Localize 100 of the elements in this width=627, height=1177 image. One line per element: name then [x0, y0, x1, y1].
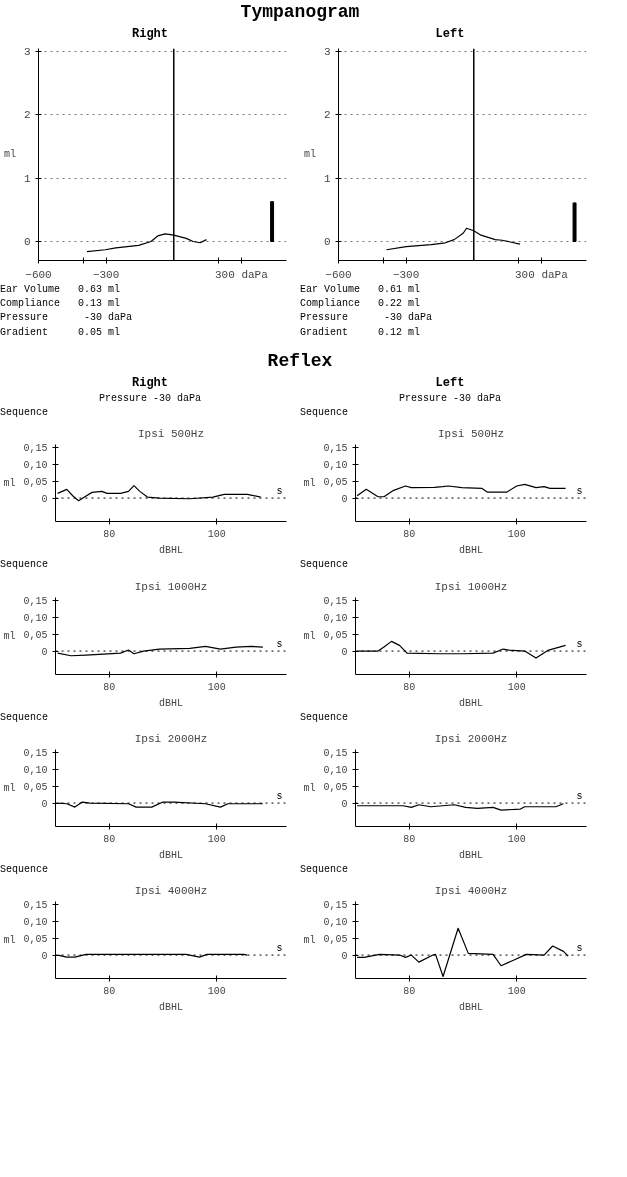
- x-tick-label: 80: [103, 681, 116, 693]
- y-axis-title: ml: [3, 148, 16, 160]
- y-tick-label: 0,10: [323, 460, 348, 472]
- y-axis-title: ml: [303, 630, 316, 642]
- chart-subtitle: Sequence: [300, 558, 349, 573]
- chart-title: Ipsi 500Hz: [137, 427, 205, 440]
- y-tick-label: 0,10: [23, 764, 48, 776]
- y-tick-label: 0: [41, 950, 48, 962]
- y-tick-label: 0,10: [323, 917, 348, 929]
- y-tick-label: 0,10: [323, 764, 348, 776]
- annotation: s: [576, 638, 583, 650]
- annotation: s: [276, 638, 283, 650]
- x-axis-title: dBHL: [159, 1001, 184, 1013]
- y-tick-label: 1: [23, 172, 31, 185]
- y-tick-label: 0,15: [23, 748, 48, 760]
- x-tick-label: 80: [103, 528, 116, 540]
- y-axis-title: ml: [3, 477, 16, 489]
- chart-subtitle: Sequence: [300, 710, 349, 725]
- annotation: s: [576, 943, 583, 955]
- chart-title: Ipsi 4000Hz: [134, 884, 208, 897]
- y-tick-label: 0,15: [323, 443, 348, 455]
- x-tick-label: 100: [507, 833, 526, 845]
- chart-subtitle: Sequence: [0, 558, 49, 573]
- y-tick-label: 0,05: [23, 477, 48, 489]
- y-tick-label: 0: [41, 493, 48, 505]
- text: Pressure -30 daPa: [98, 391, 202, 406]
- chart-title: Ipsi 2000Hz: [434, 732, 508, 745]
- text: Left: [435, 374, 465, 392]
- y-tick-label: 0,15: [323, 900, 348, 912]
- chart-subtitle: Right: [131, 25, 168, 43]
- y-tick-label: 0: [23, 235, 31, 248]
- y-tick-label: 0,05: [323, 629, 348, 641]
- x-tick-label: 100: [207, 528, 226, 540]
- x-tick-label: 80: [103, 985, 116, 997]
- y-tick-label: 0: [341, 493, 348, 505]
- y-tick-label: 0,05: [323, 477, 348, 489]
- x-tick-label: 80: [403, 681, 416, 693]
- x-axis-title: dBHL: [159, 697, 184, 709]
- chart-title: Ipsi 4000Hz: [434, 884, 508, 897]
- y-tick-label: 0,05: [23, 781, 48, 793]
- y-tick-label: 0: [341, 950, 348, 962]
- text: Ear Volume 0.61 ml: [300, 283, 421, 295]
- chart-title: Ipsi 2000Hz: [134, 732, 208, 745]
- y-axis-title: ml: [3, 782, 16, 794]
- chart-title: Tympanogram: [240, 1, 360, 24]
- y-axis-title: ml: [303, 477, 316, 489]
- y-tick-label: 0,15: [23, 595, 48, 607]
- y-tick-label: 0: [41, 646, 48, 658]
- x-tick-label: 80: [103, 833, 116, 845]
- y-tick-label: 0,15: [323, 595, 348, 607]
- annotation: s: [276, 486, 283, 498]
- text: Right: [131, 374, 168, 392]
- y-tick-label: 0,15: [23, 900, 48, 912]
- chart-title: Ipsi 1000Hz: [134, 580, 208, 593]
- y-tick-label: 0,05: [23, 933, 48, 945]
- chart-subtitle: Sequence: [0, 710, 49, 725]
- y-tick-label: 2: [23, 109, 31, 122]
- annotation: s: [276, 943, 283, 955]
- annotation: s: [576, 790, 583, 802]
- y-tick-label: 0,10: [23, 917, 48, 929]
- x-tick-label: 80: [403, 985, 416, 997]
- text: Pressure -30 daPa: [0, 312, 133, 324]
- y-axis-title: ml: [303, 934, 316, 946]
- x-tick-label: −300: [92, 268, 120, 281]
- y-axis-title: ml: [3, 934, 16, 946]
- y-axis-title: ml: [303, 148, 316, 160]
- y-tick-label: 0: [341, 798, 348, 810]
- x-tick-label: 300 daPa: [515, 268, 569, 281]
- y-tick-label: 1: [323, 172, 331, 185]
- chart-subtitle: Left: [435, 25, 465, 43]
- x-axis-title: dBHL: [459, 544, 484, 556]
- text: Compliance 0.13 ml: [0, 298, 121, 310]
- x-tick-label: −300: [392, 268, 420, 281]
- y-tick-label: 3: [323, 46, 331, 59]
- text: Compliance 0.22 ml: [300, 298, 421, 310]
- text: Ear Volume 0.63 ml: [0, 283, 121, 295]
- x-axis-title: dBHL: [159, 544, 184, 556]
- x-tick-label: −600: [325, 268, 352, 281]
- text: Pressure -30 daPa: [300, 312, 433, 324]
- chart-subtitle: Sequence: [300, 405, 349, 420]
- x-tick-label: 100: [207, 985, 226, 997]
- y-tick-label: 0,10: [23, 460, 48, 472]
- x-axis-title: dBHL: [459, 697, 484, 709]
- y-tick-label: 0,05: [323, 781, 348, 793]
- x-tick-label: 100: [207, 833, 226, 845]
- x-axis-title: dBHL: [159, 849, 184, 861]
- chart-subtitle: Sequence: [300, 862, 349, 877]
- y-tick-label: 0: [323, 235, 331, 248]
- y-tick-label: 0: [341, 646, 348, 658]
- text: Reflex: [267, 349, 333, 373]
- y-tick-label: 0,05: [323, 933, 348, 945]
- y-tick-label: 0: [41, 798, 48, 810]
- annotation: s: [576, 486, 583, 498]
- x-tick-label: 100: [507, 985, 526, 997]
- y-tick-label: 0,10: [23, 612, 48, 624]
- y-tick-label: 0,05: [23, 629, 48, 641]
- text: Gradient 0.05 ml: [0, 326, 121, 338]
- x-tick-label: 80: [403, 833, 416, 845]
- y-axis-title: ml: [303, 782, 316, 794]
- x-tick-label: 100: [207, 681, 226, 693]
